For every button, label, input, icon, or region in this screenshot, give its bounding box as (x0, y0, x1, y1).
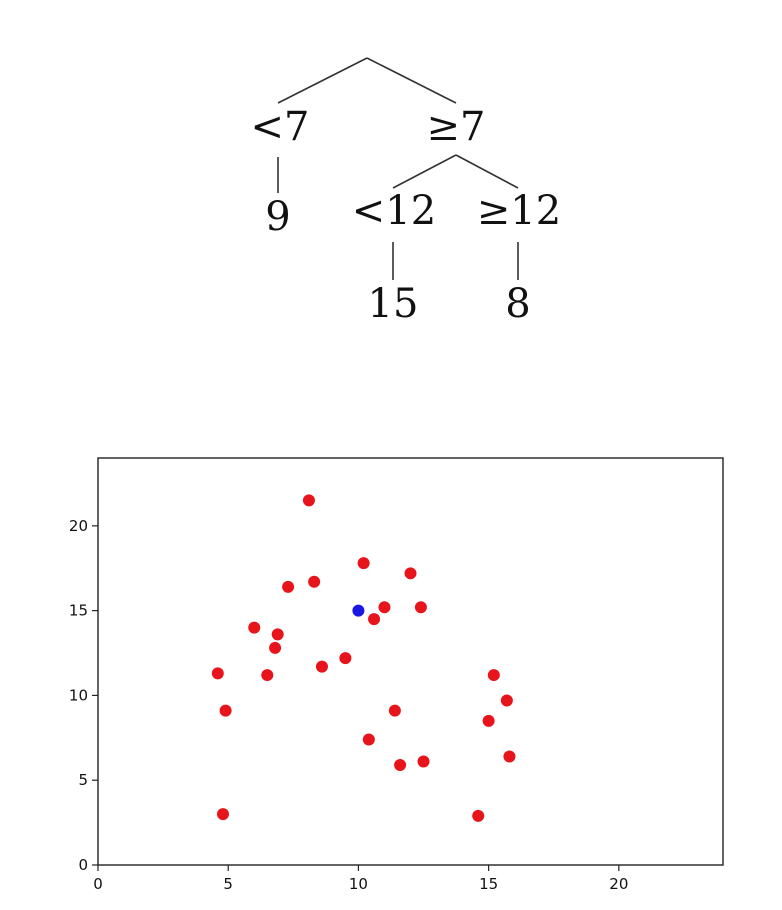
data-point (394, 759, 406, 771)
highlighted-point (352, 605, 364, 617)
data-point (272, 628, 284, 640)
data-point (217, 808, 229, 820)
y-tick-label: 15 (69, 602, 88, 620)
data-point (316, 661, 328, 673)
data-point (282, 581, 294, 593)
x-axis-ticks: 0 5 10 15 20 (93, 865, 628, 893)
tree-node-sub-right: ≥12 (477, 188, 561, 234)
data-point (503, 750, 515, 762)
data-point (389, 705, 401, 717)
data-point (415, 601, 427, 613)
data-point (220, 705, 232, 717)
tree-leaf-sub-right: 8 (505, 281, 530, 327)
y-axis-ticks: 0 5 10 15 20 (69, 517, 98, 874)
tree-node-root-left: <7 (251, 104, 310, 150)
y-tick-label: 10 (69, 686, 88, 704)
data-point (358, 557, 370, 569)
data-point (212, 667, 224, 679)
data-point (472, 810, 484, 822)
tree-edge-root-right (367, 58, 456, 103)
plot-frame (98, 458, 723, 865)
data-point (368, 613, 380, 625)
data-point (501, 695, 513, 707)
tree-leaf-sub-left: 15 (368, 281, 419, 327)
tree-edge-sub-left (393, 155, 456, 188)
data-point (248, 622, 260, 634)
x-tick-label: 15 (479, 875, 498, 893)
scatter-plot: 0 5 10 15 20 0 5 10 15 20 (69, 458, 723, 893)
data-point (488, 669, 500, 681)
x-tick-label: 5 (223, 875, 233, 893)
data-point (339, 652, 351, 664)
data-point (378, 601, 390, 613)
scatter-points (212, 494, 516, 821)
tree-edge-sub-right (456, 155, 518, 188)
data-point (308, 576, 320, 588)
x-tick-label: 20 (609, 875, 628, 893)
decision-tree: <7 ≥7 9 <12 ≥12 15 8 (251, 58, 562, 327)
data-point (303, 494, 315, 506)
data-point (483, 715, 495, 727)
data-point (418, 756, 430, 768)
data-point (405, 567, 417, 579)
y-tick-label: 0 (78, 856, 88, 874)
y-tick-label: 5 (78, 771, 88, 789)
tree-leaf-left: 9 (265, 194, 290, 240)
x-tick-label: 10 (349, 875, 368, 893)
tree-node-root-right: ≥7 (427, 104, 486, 150)
data-point (363, 734, 375, 746)
tree-node-sub-left: <12 (352, 188, 436, 234)
data-point (269, 642, 281, 654)
data-point (261, 669, 273, 681)
tree-edge-root-left (278, 58, 367, 103)
x-tick-label: 0 (93, 875, 103, 893)
y-tick-label: 20 (69, 517, 88, 535)
